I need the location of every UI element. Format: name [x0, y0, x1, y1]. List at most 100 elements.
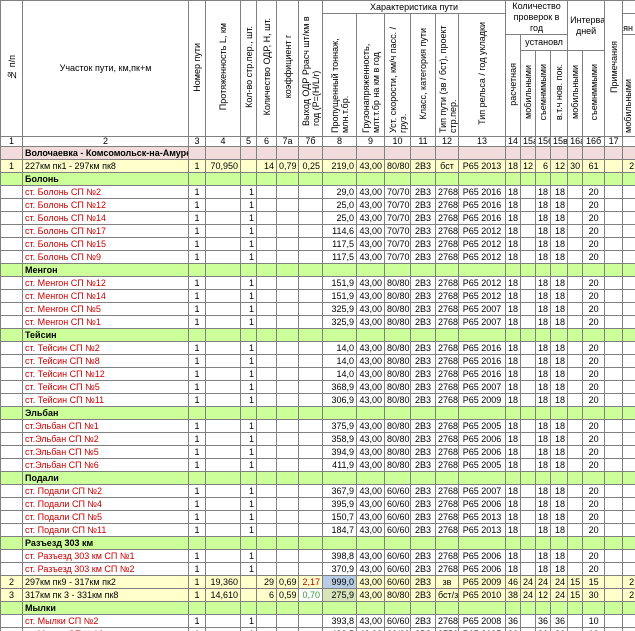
- cell[interactable]: 20: [582, 393, 606, 407]
- cell[interactable]: 18: [550, 562, 569, 576]
- cell[interactable]: [205, 211, 241, 225]
- cell[interactable]: [550, 406, 569, 420]
- cell[interactable]: 80/80: [384, 276, 411, 290]
- cell[interactable]: [550, 146, 569, 160]
- cell[interactable]: [604, 185, 624, 199]
- cell[interactable]: [205, 601, 241, 615]
- cell[interactable]: [622, 302, 635, 316]
- cell[interactable]: 18: [550, 211, 569, 225]
- cell[interactable]: 2768: [435, 315, 459, 329]
- cell[interactable]: [322, 406, 357, 420]
- cell[interactable]: [276, 549, 299, 563]
- cell[interactable]: [0, 250, 23, 264]
- cell[interactable]: [240, 588, 257, 602]
- cell[interactable]: [188, 263, 206, 277]
- cell[interactable]: 43,00: [356, 185, 385, 199]
- cell[interactable]: [256, 328, 277, 342]
- cell[interactable]: Р65 2013: [457, 159, 507, 173]
- cell[interactable]: [604, 315, 624, 329]
- cell[interactable]: [205, 250, 241, 264]
- cell[interactable]: [0, 367, 23, 381]
- cell[interactable]: [520, 211, 537, 225]
- cell[interactable]: [256, 354, 277, 368]
- cell[interactable]: [520, 497, 537, 511]
- cell[interactable]: 20: [582, 250, 606, 264]
- cell[interactable]: [520, 627, 537, 631]
- cell[interactable]: [535, 536, 552, 550]
- cell[interactable]: 20: [582, 302, 606, 316]
- cell[interactable]: 14,0: [322, 354, 357, 368]
- cell[interactable]: [322, 601, 357, 615]
- cell[interactable]: [384, 536, 411, 550]
- cell[interactable]: 15: [582, 575, 606, 589]
- cell[interactable]: [0, 562, 23, 576]
- cell[interactable]: [0, 263, 23, 277]
- cell[interactable]: 80/80: [384, 380, 411, 394]
- station-name[interactable]: Мылки: [22, 601, 189, 615]
- cell[interactable]: [322, 263, 357, 277]
- cell[interactable]: 20: [582, 289, 606, 303]
- cell[interactable]: 1: [240, 458, 257, 472]
- cell[interactable]: [298, 224, 323, 238]
- cell[interactable]: [622, 484, 635, 498]
- cell[interactable]: 411,9: [322, 458, 357, 472]
- cell[interactable]: Р65 2005: [457, 627, 507, 631]
- cell[interactable]: [256, 549, 277, 563]
- cell[interactable]: 20: [582, 237, 606, 251]
- cell[interactable]: [256, 484, 277, 498]
- cell[interactable]: Р65 2007: [457, 380, 507, 394]
- cell[interactable]: [520, 445, 537, 459]
- cell[interactable]: [205, 419, 241, 433]
- cell[interactable]: Р65 2013: [457, 523, 507, 537]
- cell[interactable]: [582, 146, 606, 160]
- cell[interactable]: 2768: [435, 211, 459, 225]
- cell[interactable]: 18: [550, 315, 569, 329]
- cell[interactable]: [205, 614, 241, 628]
- cell[interactable]: [205, 406, 241, 420]
- cell[interactable]: 60/60: [384, 614, 411, 628]
- cell[interactable]: 1: [188, 588, 206, 602]
- cell[interactable]: [457, 471, 507, 485]
- cell[interactable]: 60/60: [384, 549, 411, 563]
- cell[interactable]: [256, 627, 277, 631]
- switch-name[interactable]: ст. Болонь СП №2: [22, 185, 189, 199]
- cell[interactable]: 60/60: [384, 484, 411, 498]
- cell[interactable]: 15: [567, 588, 584, 602]
- cell[interactable]: Р65 2016: [457, 211, 507, 225]
- cell[interactable]: [410, 536, 436, 550]
- region-name[interactable]: Волочаевка - Комсомольск-на-Амуре: [22, 146, 189, 160]
- cell[interactable]: [205, 302, 241, 316]
- cell[interactable]: 1: [0, 159, 23, 173]
- cell[interactable]: [276, 406, 299, 420]
- cell[interactable]: [276, 614, 299, 628]
- cell[interactable]: [505, 406, 522, 420]
- cell[interactable]: 12: [520, 159, 537, 173]
- cell[interactable]: [505, 328, 522, 342]
- cell[interactable]: [256, 211, 277, 225]
- cell[interactable]: [298, 289, 323, 303]
- cell[interactable]: [298, 328, 323, 342]
- station-name[interactable]: Подали: [22, 471, 189, 485]
- cell[interactable]: [256, 146, 277, 160]
- cell[interactable]: [520, 276, 537, 290]
- cell[interactable]: 43,00: [356, 627, 385, 631]
- cell[interactable]: [520, 523, 537, 537]
- cell[interactable]: 20: [582, 211, 606, 225]
- cell[interactable]: 2В3: [410, 497, 436, 511]
- cell[interactable]: 18: [535, 484, 552, 498]
- cell[interactable]: 2750: [435, 627, 459, 631]
- cell[interactable]: [240, 406, 257, 420]
- cell[interactable]: [298, 432, 323, 446]
- cell[interactable]: [0, 549, 23, 563]
- cell[interactable]: 18: [550, 393, 569, 407]
- cell[interactable]: [567, 614, 584, 628]
- cell[interactable]: 43,00: [356, 614, 385, 628]
- cell[interactable]: 20: [582, 419, 606, 433]
- cell[interactable]: 80/80: [384, 302, 411, 316]
- cell[interactable]: 0,25: [298, 159, 323, 173]
- cell[interactable]: 2В3: [410, 432, 436, 446]
- cell[interactable]: 18: [535, 354, 552, 368]
- cell[interactable]: 2: [622, 159, 635, 173]
- cell[interactable]: 43,00: [356, 575, 385, 589]
- cell[interactable]: 2В3: [410, 185, 436, 199]
